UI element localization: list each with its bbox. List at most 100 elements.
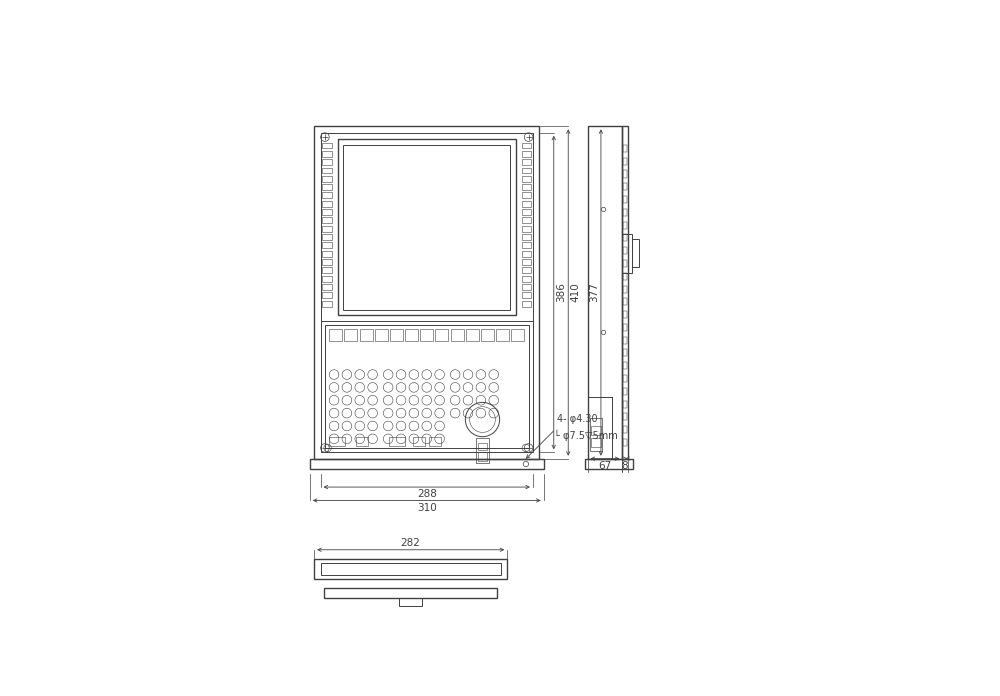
Bar xyxy=(622,234,632,273)
Bar xyxy=(522,242,531,248)
Text: 377: 377 xyxy=(589,283,599,303)
Bar xyxy=(522,168,531,173)
Bar xyxy=(623,221,627,228)
Bar xyxy=(522,301,531,306)
Bar xyxy=(623,273,627,280)
Bar xyxy=(389,436,405,446)
Bar xyxy=(322,151,332,157)
Text: └ φ7.5▽5mm: └ φ7.5▽5mm xyxy=(554,429,618,441)
Bar xyxy=(623,324,627,331)
Bar xyxy=(623,158,627,165)
Bar xyxy=(344,329,357,341)
Bar xyxy=(522,184,531,190)
Bar xyxy=(390,329,403,341)
Bar xyxy=(522,267,531,274)
Bar xyxy=(623,209,627,216)
Bar xyxy=(622,127,628,459)
Bar xyxy=(522,292,531,298)
Bar xyxy=(623,247,627,254)
Bar xyxy=(322,193,332,198)
Bar xyxy=(322,267,332,274)
Bar xyxy=(522,143,531,148)
Bar xyxy=(522,217,531,223)
Text: 282: 282 xyxy=(401,537,421,548)
Bar xyxy=(623,337,627,344)
Bar xyxy=(451,329,464,341)
Bar xyxy=(322,284,332,290)
Bar xyxy=(588,127,622,459)
Text: 67: 67 xyxy=(598,461,612,470)
Bar xyxy=(623,145,627,152)
Bar xyxy=(522,201,531,207)
Bar xyxy=(343,145,510,310)
Bar xyxy=(329,329,342,341)
Bar xyxy=(322,242,332,248)
Bar xyxy=(623,171,627,177)
Bar xyxy=(322,201,332,207)
Text: 8: 8 xyxy=(622,461,628,470)
Bar xyxy=(322,276,332,282)
Bar xyxy=(310,459,544,469)
Bar xyxy=(590,418,602,450)
Bar xyxy=(322,176,332,182)
Bar xyxy=(338,139,516,315)
Bar xyxy=(481,329,494,341)
Bar xyxy=(591,438,601,448)
Bar xyxy=(522,193,531,198)
Text: 310: 310 xyxy=(417,503,437,513)
Bar xyxy=(314,560,507,578)
Bar xyxy=(623,235,627,242)
Bar xyxy=(623,388,627,395)
Bar xyxy=(322,184,332,190)
Bar xyxy=(429,436,441,446)
Bar xyxy=(466,329,479,341)
Bar xyxy=(585,459,633,469)
Text: 288: 288 xyxy=(417,489,437,499)
Bar xyxy=(623,196,627,203)
Bar xyxy=(399,598,422,606)
Bar xyxy=(522,276,531,282)
Text: 4- φ4.30: 4- φ4.30 xyxy=(557,414,598,424)
Bar xyxy=(623,426,627,433)
Bar xyxy=(405,329,418,341)
Bar xyxy=(322,168,332,173)
Bar xyxy=(522,159,531,165)
Bar xyxy=(324,588,497,598)
Bar xyxy=(322,159,332,165)
Bar xyxy=(623,413,627,420)
Bar xyxy=(478,443,487,450)
Bar xyxy=(522,226,531,232)
Bar xyxy=(322,209,332,215)
Bar xyxy=(623,299,627,306)
Bar xyxy=(511,329,524,341)
Bar xyxy=(322,251,332,257)
Bar xyxy=(623,183,627,190)
Bar xyxy=(623,349,627,356)
Bar xyxy=(476,438,489,464)
Bar xyxy=(321,562,501,576)
Bar xyxy=(632,239,639,267)
Bar xyxy=(321,133,533,452)
Bar xyxy=(623,362,627,369)
Bar xyxy=(478,452,487,461)
Bar xyxy=(522,176,531,182)
Bar xyxy=(623,311,627,318)
Bar xyxy=(623,260,627,267)
Bar xyxy=(314,127,539,459)
Bar xyxy=(591,426,601,434)
Bar xyxy=(413,436,425,446)
Bar xyxy=(360,329,373,341)
Bar xyxy=(623,285,627,292)
Bar xyxy=(375,329,388,341)
Bar xyxy=(322,259,332,265)
Bar xyxy=(356,436,368,446)
Bar xyxy=(522,259,531,265)
Text: 386: 386 xyxy=(556,283,566,303)
Bar xyxy=(325,325,529,448)
Bar xyxy=(496,329,509,341)
Bar xyxy=(322,292,332,298)
Bar xyxy=(522,209,531,215)
Bar xyxy=(322,217,332,223)
Bar xyxy=(522,234,531,240)
Bar xyxy=(420,329,433,341)
